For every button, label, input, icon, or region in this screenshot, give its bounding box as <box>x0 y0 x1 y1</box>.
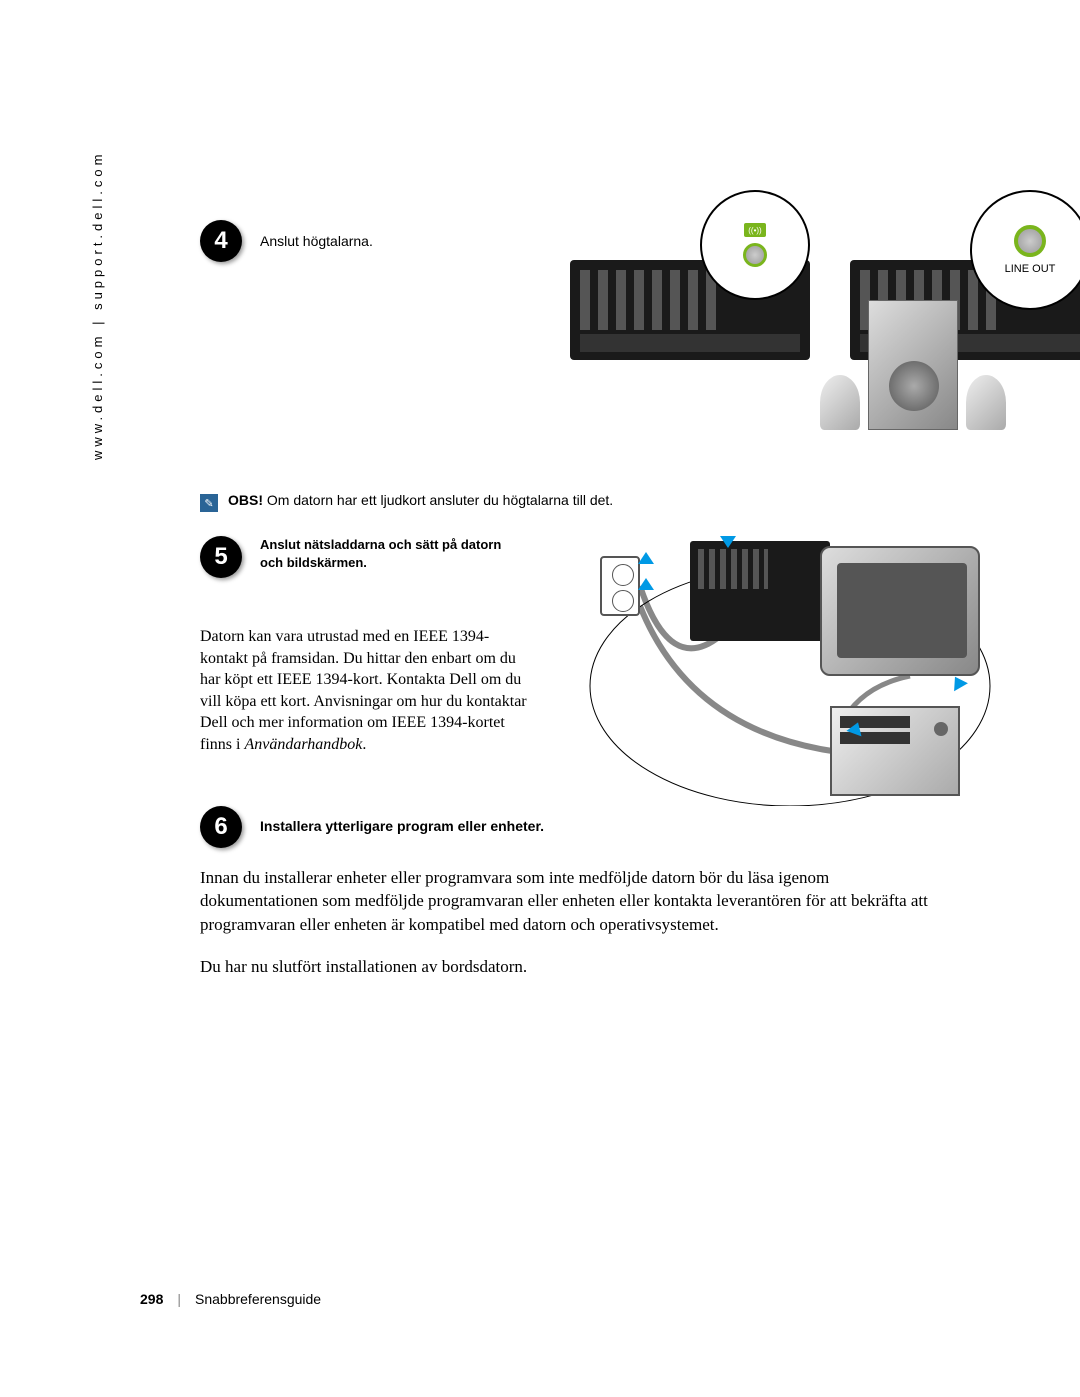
paragraph-2: Du har nu slutfört installationen av bor… <box>200 955 950 979</box>
satellite-speaker-icon <box>820 375 860 430</box>
arrow-icon <box>638 578 654 590</box>
step-4-badge: 4 <box>200 220 242 262</box>
note-icon: ✎ <box>200 494 218 512</box>
callout-jack-right: LINE OUT <box>970 190 1080 310</box>
illustration-speakers: ((•)) LINE OUT <box>570 200 1080 450</box>
arrow-icon <box>638 552 654 564</box>
step-5-label: Anslut nätsladdarna och sätt på datorn o… <box>260 536 520 571</box>
line-out-label: LINE OUT <box>1005 263 1056 275</box>
sidebar-url: www.dell.com | support.dell.com <box>90 151 105 460</box>
page-number: 298 <box>140 1291 163 1307</box>
computer-back-icon <box>690 541 830 641</box>
note-text: OBS! Om datorn har ett ljudkort ansluter… <box>228 492 613 508</box>
satellite-speaker-icon <box>966 375 1006 430</box>
audio-jack-icon <box>1014 225 1046 257</box>
step-4-row: 4 Anslut högtalarna. ((•)) LINE OUT <box>200 220 950 480</box>
subwoofer-icon <box>868 300 958 430</box>
speaker-set <box>820 300 1006 430</box>
step-5-body: Datorn kan vara utrustad med en IEEE 139… <box>200 626 530 756</box>
note-row: ✎ OBS! Om datorn har ett ljudkort anslut… <box>200 492 950 512</box>
illustration-power <box>580 526 1000 806</box>
callout-jack-left: ((•)) <box>700 190 810 300</box>
paragraph-1: Innan du installerar enheter eller progr… <box>200 866 950 937</box>
monitor-icon <box>820 546 980 676</box>
audio-jack-icon <box>743 243 767 267</box>
wall-outlet-icon <box>600 556 640 616</box>
arrow-icon <box>720 536 736 548</box>
footer-guide-name: Snabbreferensguide <box>195 1291 321 1307</box>
step-4-label: Anslut högtalarna. <box>260 220 373 252</box>
step-5-badge: 5 <box>200 536 242 578</box>
footer-separator: | <box>177 1291 181 1307</box>
page-content: 4 Anslut högtalarna. ((•)) LINE OUT <box>200 220 950 979</box>
page-footer: 298 | Snabbreferensguide <box>140 1291 321 1307</box>
